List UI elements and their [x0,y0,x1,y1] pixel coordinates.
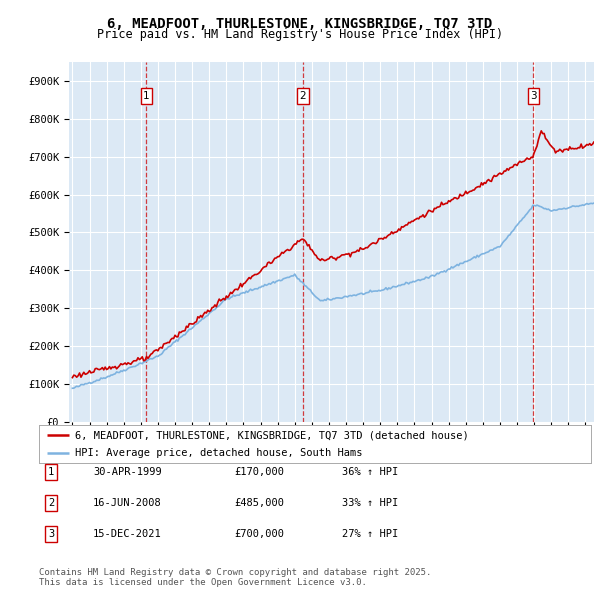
Text: £170,000: £170,000 [234,467,284,477]
Text: Price paid vs. HM Land Registry's House Price Index (HPI): Price paid vs. HM Land Registry's House … [97,28,503,41]
Text: 36% ↑ HPI: 36% ↑ HPI [342,467,398,477]
Text: 1: 1 [143,91,150,101]
Text: Contains HM Land Registry data © Crown copyright and database right 2025.
This d: Contains HM Land Registry data © Crown c… [39,568,431,587]
Text: 16-JUN-2008: 16-JUN-2008 [93,498,162,507]
Text: 3: 3 [530,91,537,101]
Text: 3: 3 [48,529,54,539]
Text: 33% ↑ HPI: 33% ↑ HPI [342,498,398,507]
Text: £700,000: £700,000 [234,529,284,539]
Text: HPI: Average price, detached house, South Hams: HPI: Average price, detached house, Sout… [75,448,362,458]
Text: 15-DEC-2021: 15-DEC-2021 [93,529,162,539]
Text: 30-APR-1999: 30-APR-1999 [93,467,162,477]
Text: 1: 1 [48,467,54,477]
Text: £485,000: £485,000 [234,498,284,507]
Text: 2: 2 [48,498,54,507]
Text: 6, MEADFOOT, THURLESTONE, KINGSBRIDGE, TQ7 3TD (detached house): 6, MEADFOOT, THURLESTONE, KINGSBRIDGE, T… [75,430,469,440]
Text: 2: 2 [299,91,306,101]
Text: 6, MEADFOOT, THURLESTONE, KINGSBRIDGE, TQ7 3TD: 6, MEADFOOT, THURLESTONE, KINGSBRIDGE, T… [107,17,493,31]
Text: 27% ↑ HPI: 27% ↑ HPI [342,529,398,539]
